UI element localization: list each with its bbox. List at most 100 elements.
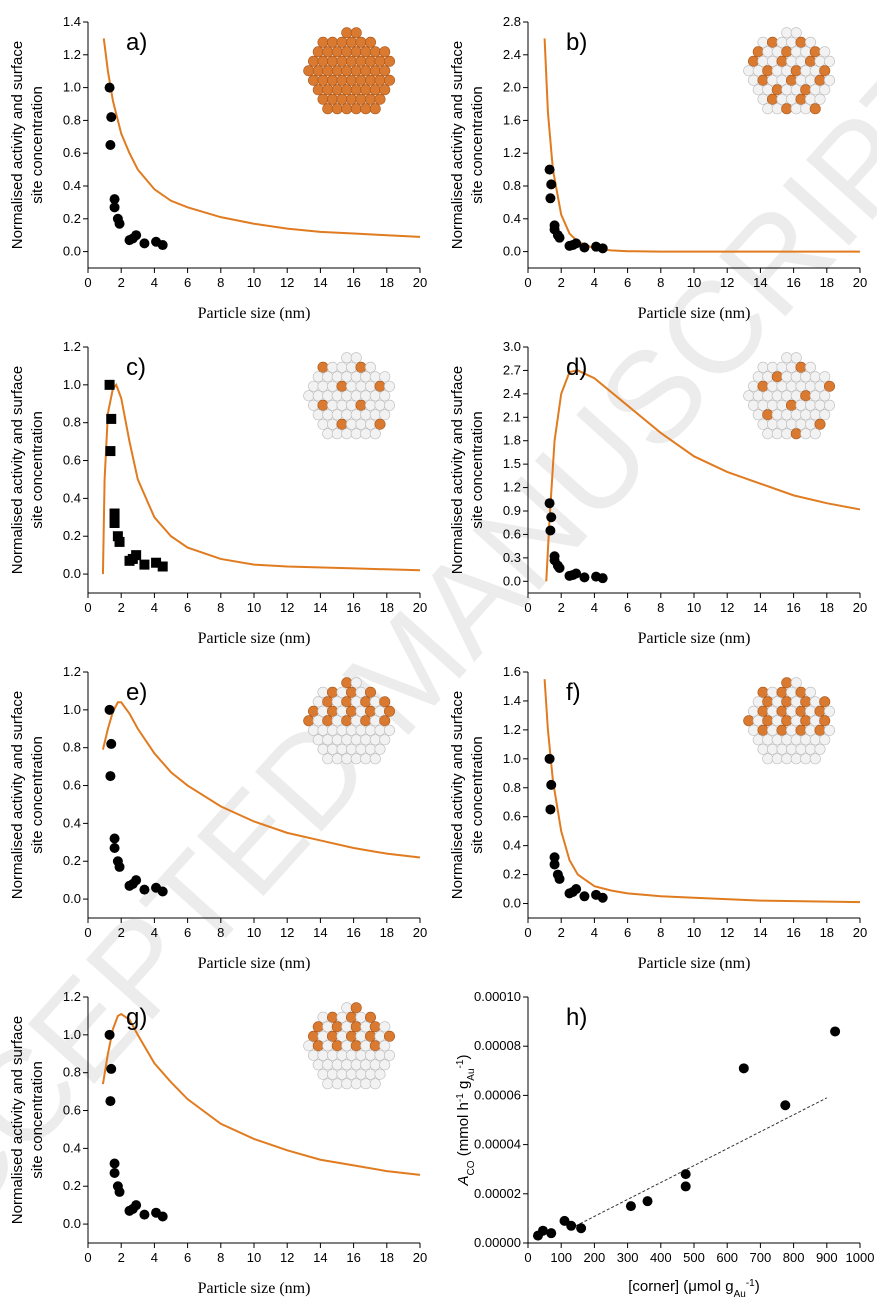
atom	[326, 399, 338, 411]
atom	[752, 409, 764, 421]
y-axis-label: site concentration	[29, 1061, 46, 1179]
x-tick-label: 100	[550, 1250, 572, 1265]
atom	[795, 93, 807, 105]
point	[105, 771, 116, 782]
label-part: g	[455, 1081, 472, 1094]
y-tick-label: 0.8	[503, 780, 521, 795]
atom	[326, 361, 338, 373]
atom	[790, 371, 802, 383]
curve	[101, 701, 421, 859]
atom	[766, 705, 778, 717]
atom	[752, 65, 764, 77]
atom	[757, 55, 769, 67]
atom	[800, 65, 812, 77]
atom	[785, 418, 797, 430]
atom	[757, 74, 769, 86]
atom	[757, 686, 769, 698]
y-axis-label: site concentration	[29, 86, 46, 204]
atom	[322, 715, 334, 727]
atom	[364, 743, 376, 755]
point	[104, 82, 115, 93]
atom	[331, 1040, 343, 1052]
atom	[823, 399, 835, 411]
atom	[819, 84, 831, 96]
atom	[355, 399, 367, 411]
point	[780, 1100, 791, 1111]
atom	[776, 380, 788, 392]
point	[546, 179, 557, 190]
x-axis-label: Particle size (nm)	[638, 955, 751, 972]
atom	[819, 390, 831, 402]
x-tick-label: 12	[280, 925, 294, 940]
atom	[785, 380, 797, 392]
atom	[322, 696, 334, 708]
point	[139, 884, 150, 895]
atom	[369, 428, 381, 440]
atom	[312, 65, 324, 77]
atom	[312, 409, 324, 421]
point	[105, 140, 116, 150]
atom	[781, 428, 793, 440]
point	[114, 536, 125, 547]
point	[546, 1228, 557, 1239]
atom	[317, 361, 329, 373]
atom	[762, 734, 774, 746]
label-part: -1	[455, 1059, 466, 1068]
atom	[364, 1068, 376, 1080]
atom	[331, 1059, 343, 1071]
x-axis-label: Particle size (nm)	[198, 305, 311, 322]
atom	[771, 734, 783, 746]
y-tick-label: 0.8	[63, 740, 81, 755]
atom	[814, 399, 826, 411]
atom	[757, 380, 769, 392]
atom	[379, 1059, 391, 1071]
atom	[374, 1030, 386, 1042]
atom	[776, 418, 788, 430]
x-tick-label: 10	[247, 1250, 261, 1265]
atom	[345, 55, 357, 67]
atom	[331, 409, 343, 421]
point	[139, 238, 150, 249]
atom	[326, 1068, 338, 1080]
atom	[800, 409, 812, 421]
atom	[350, 352, 362, 364]
atom	[355, 380, 367, 392]
atom	[312, 1059, 324, 1071]
atom	[781, 352, 793, 364]
atom	[360, 371, 372, 383]
atom	[374, 1049, 386, 1061]
atom	[350, 390, 362, 402]
x-tick-label: 20	[413, 600, 427, 615]
atom	[341, 753, 353, 765]
atom	[364, 686, 376, 698]
point	[549, 859, 560, 870]
y-tick-label: 0.9	[503, 503, 521, 518]
point	[625, 1201, 636, 1212]
atom	[809, 715, 821, 727]
x-axis-label: Particle size (nm)	[638, 305, 751, 322]
atom	[331, 103, 343, 115]
atom	[369, 390, 381, 402]
atom	[317, 724, 329, 736]
atom	[360, 715, 372, 727]
atom	[771, 390, 783, 402]
atom	[336, 36, 348, 48]
atom	[312, 1040, 324, 1052]
atom	[766, 686, 778, 698]
atom	[331, 46, 343, 58]
atom	[322, 1059, 334, 1071]
atom	[776, 743, 788, 755]
atom	[771, 65, 783, 77]
y-tick-label: 1.0	[63, 377, 81, 392]
x-tick-label: 2	[118, 600, 125, 615]
atom	[374, 418, 386, 430]
atom	[743, 65, 755, 77]
atom	[790, 46, 802, 58]
x-tick-label: 8	[657, 925, 664, 940]
x-tick-label: 10	[247, 275, 261, 290]
atom	[814, 743, 826, 755]
atom	[776, 36, 788, 48]
point	[157, 1211, 168, 1222]
y-axis-label: Normalised activity and surface	[9, 41, 26, 249]
